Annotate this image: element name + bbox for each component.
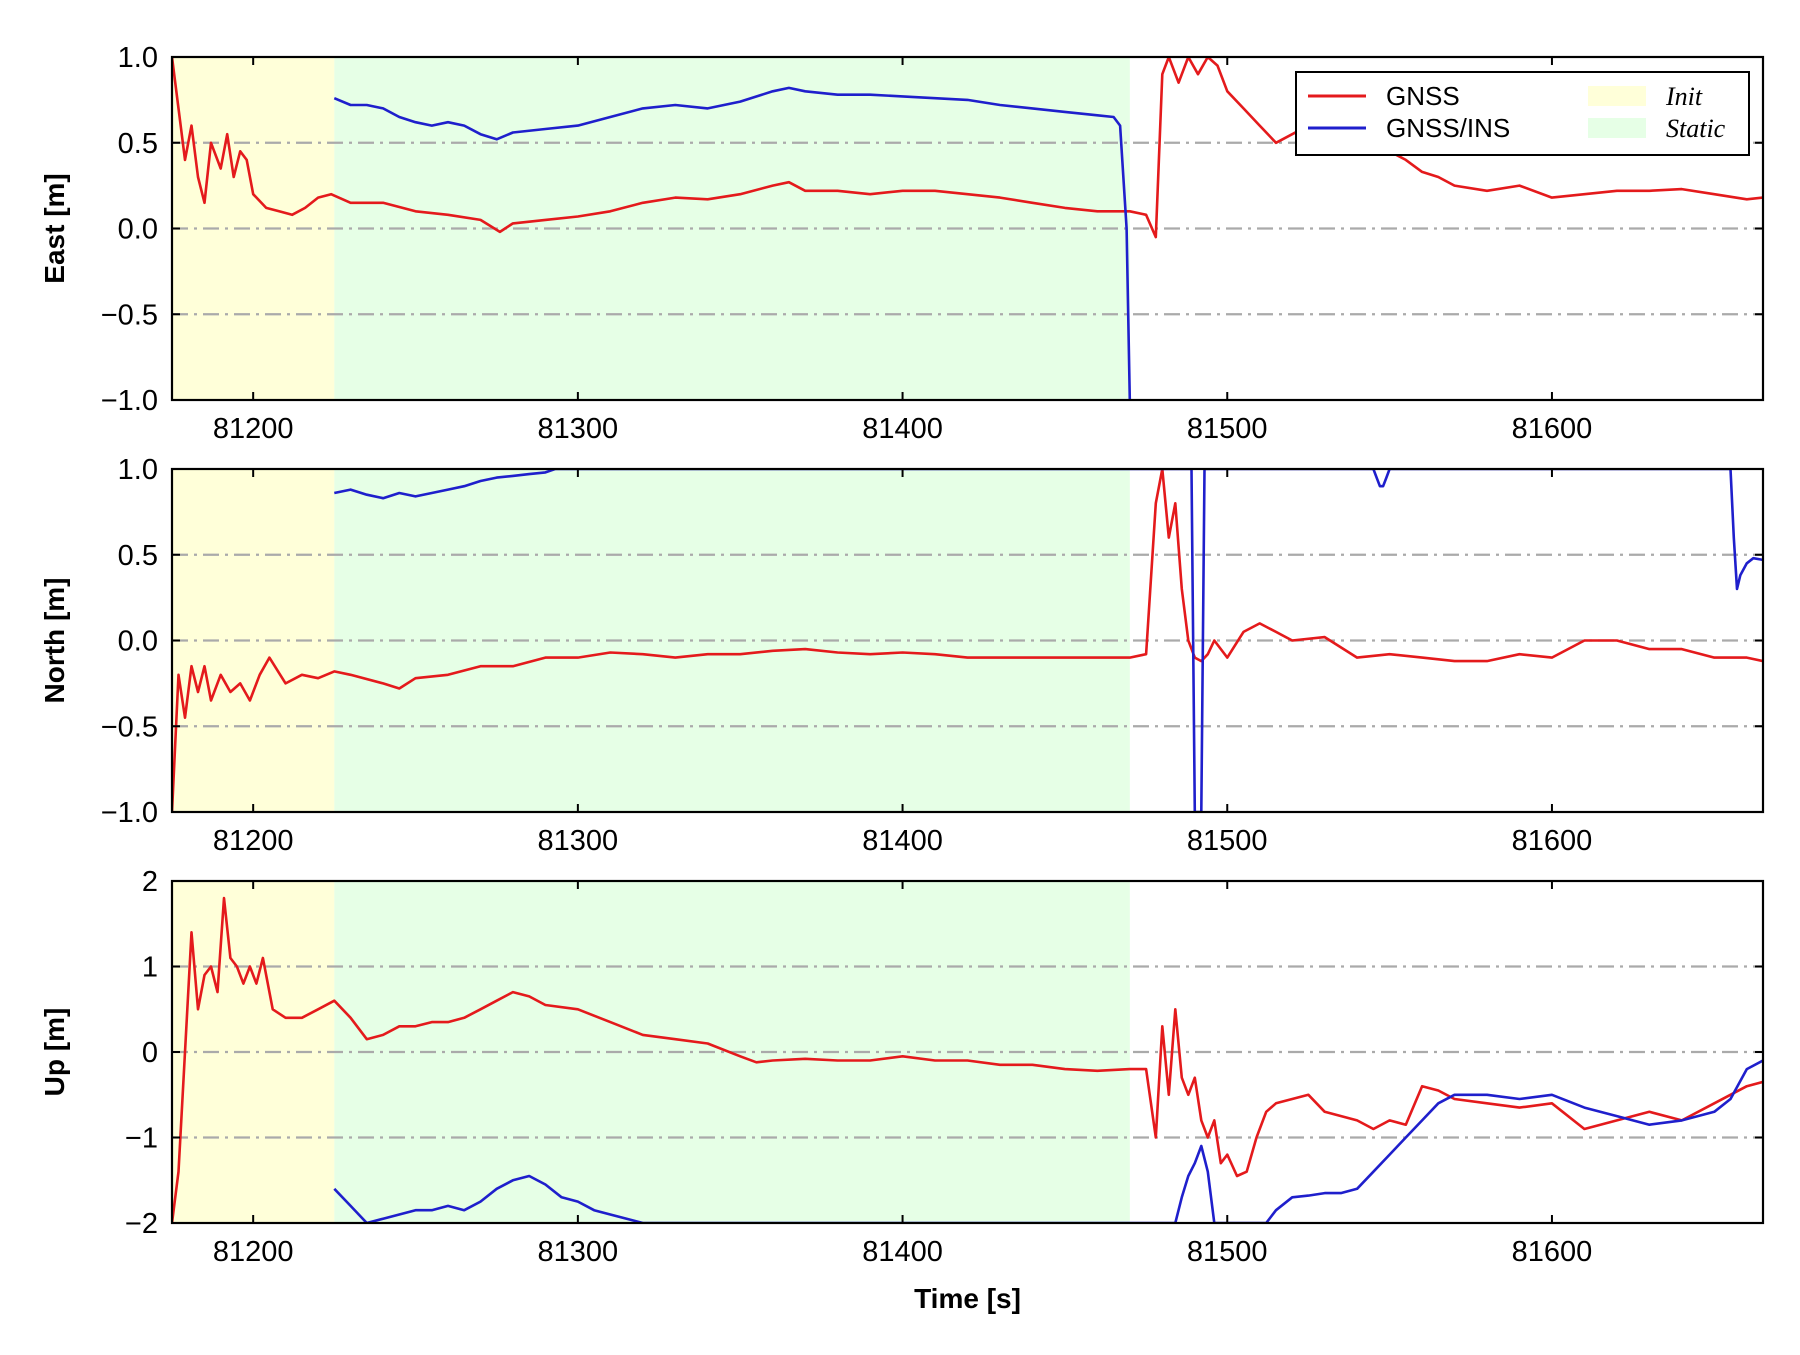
legend-label: Static	[1666, 114, 1726, 143]
x-tick-label: 81200	[213, 825, 294, 857]
x-tick-label: 81300	[538, 413, 619, 445]
y-tick-label: −1.0	[101, 385, 158, 417]
x-tick-label: 81400	[862, 1236, 943, 1268]
x-tick-label: 81200	[213, 1236, 294, 1268]
series-line-gnss-ins	[333, 1059, 1763, 1223]
x-tick-label: 81200	[213, 413, 294, 445]
legend-swatch-init	[1588, 86, 1646, 106]
series-line-gnss	[172, 57, 1763, 239]
legend-label: Init	[1665, 82, 1703, 111]
x-tick-label: 81600	[1512, 825, 1593, 857]
y-tick-label: 0.0	[118, 626, 158, 658]
x-tick-label: 81600	[1512, 1236, 1593, 1268]
y-tick-label: 1.0	[118, 454, 158, 486]
series-line-gnss-ins	[333, 86, 1132, 400]
legend-swatch-static	[1588, 118, 1646, 138]
x-tick-label: 81400	[862, 825, 943, 857]
series-group	[172, 57, 1763, 400]
series-line-gnss	[172, 469, 1763, 812]
y-tick-label: 0	[142, 1037, 158, 1069]
y-tick-label: −0.5	[101, 711, 158, 743]
panel-1: 81200 81300 81400 81500 81600 −1.0 −0.5 0.0 0.5 1…	[39, 454, 1765, 857]
x-tick-label: 81500	[1187, 825, 1268, 857]
legend-label: GNSS	[1386, 81, 1460, 111]
x-tick-label: 81600	[1512, 413, 1593, 445]
y-tick-label: 1	[142, 952, 158, 984]
y-tick-label: −0.5	[101, 299, 158, 331]
y-tick-label: 0.0	[118, 214, 158, 246]
legend-box	[1295, 71, 1750, 156]
y-tick-label: 0.5	[118, 540, 158, 572]
y-axis-label: East [m]	[39, 173, 70, 283]
legend-label: GNSS/INS	[1386, 113, 1510, 143]
series-group	[172, 469, 1763, 812]
y-tick-label: −1.0	[101, 797, 158, 829]
x-tick-label: 81300	[538, 825, 619, 857]
y-tick-label: 2	[142, 866, 158, 898]
x-tick-label: 81500	[1187, 413, 1268, 445]
series-group	[172, 896, 1763, 1223]
panel-0: 81200 81300 81400 81500 81600 −1.0 −0.5 0.0 0.5 1…	[39, 42, 1765, 445]
x-tick-label: 81300	[538, 1236, 619, 1268]
y-tick-label: 0.5	[118, 128, 158, 160]
panel-2: 81200 81300 81400 81500 81600 −2 −1 0 1 2 Up [m] Ti…	[39, 866, 1765, 1314]
y-tick-label: −1	[125, 1123, 158, 1155]
y-tick-label: 1.0	[118, 42, 158, 74]
series-line-gnss	[172, 896, 1763, 1223]
x-tick-label: 81400	[862, 413, 943, 445]
y-tick-label: −2	[125, 1208, 158, 1240]
y-axis-label: North [m]	[39, 578, 70, 704]
series-line-gnss-ins	[334, 469, 1763, 812]
x-axis-label: Time [s]	[914, 1283, 1021, 1314]
x-tick-label: 81500	[1187, 1236, 1268, 1268]
y-axis-label: Up [m]	[39, 1008, 70, 1097]
